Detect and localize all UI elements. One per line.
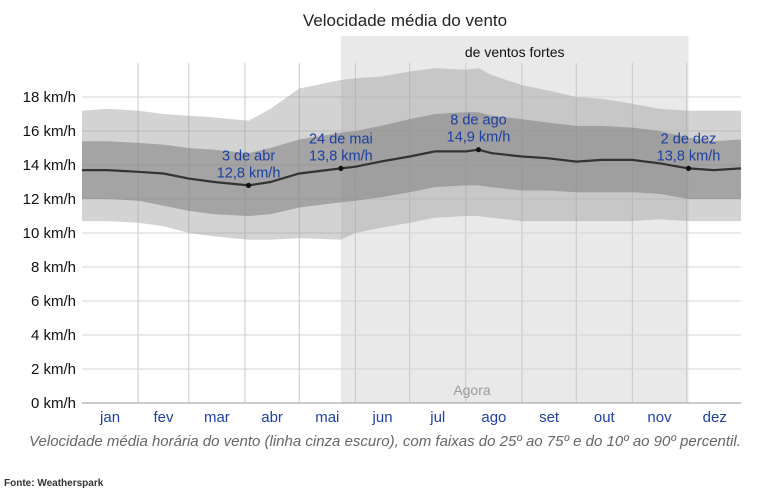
y-tick-label: 4 km/h [31,327,76,344]
label-layer: de ventos fortes 0 km/h 2 km/h 4 km/h 6 km/h… [23,44,727,426]
percentile-25-75-band [82,112,741,216]
month-label: abr [261,409,283,426]
month-label: nov [647,409,672,426]
chart-title: Velocidade média do vento [303,11,507,30]
y-tick-label: 10 km/h [23,225,76,242]
month-label: ago [481,409,506,426]
month-label: dez [703,409,727,426]
month-label: jun [372,409,393,426]
y-tick-label: 2 km/h [31,361,76,378]
y-tick-label: 16 km/h [23,123,76,140]
month-label: out [594,409,616,426]
annotation-value: 13,8 km/h [309,148,373,164]
annotation-date: 8 de ago [450,113,506,129]
annotation-point [685,165,692,171]
now-label: Agora [453,382,491,398]
annotation-point [475,147,482,153]
line-layer [82,147,742,188]
annotation-point [338,165,344,171]
median-wind-line [82,148,742,187]
windy-season-label: de ventos fortes [465,44,565,60]
y-tick-label: 0 km/h [31,395,76,412]
y-tick-label: 8 km/h [31,259,76,276]
annotation-point [245,182,252,188]
month-label: fev [153,409,174,426]
y-tick-label: 6 km/h [31,293,76,310]
annotation-date: 3 de abr [222,148,275,164]
y-tick-label: 14 km/h [23,157,76,174]
y-tick-label: 18 km/h [23,89,76,106]
wind-speed-chart: Velocidade média do vento de ventos fort… [23,11,742,426]
band-layer [82,68,741,240]
month-label: mai [315,409,339,426]
annotation-date: 2 de dez [661,131,717,147]
source-credit: Fonte: Weatherspark [4,478,104,489]
annotation-date: 24 de mai [309,131,373,147]
annotation-value: 12,8 km/h [217,165,281,181]
annotation-value: 14,9 km/h [447,130,511,146]
y-tick-label: 12 km/h [23,191,76,208]
month-label: jan [99,409,120,426]
chart-caption: Velocidade média horária do vento (linha… [29,433,741,450]
month-label: set [539,409,560,426]
annotation-value: 13,8 km/h [657,148,721,164]
month-label: jul [429,409,445,426]
month-label: mar [204,409,230,426]
